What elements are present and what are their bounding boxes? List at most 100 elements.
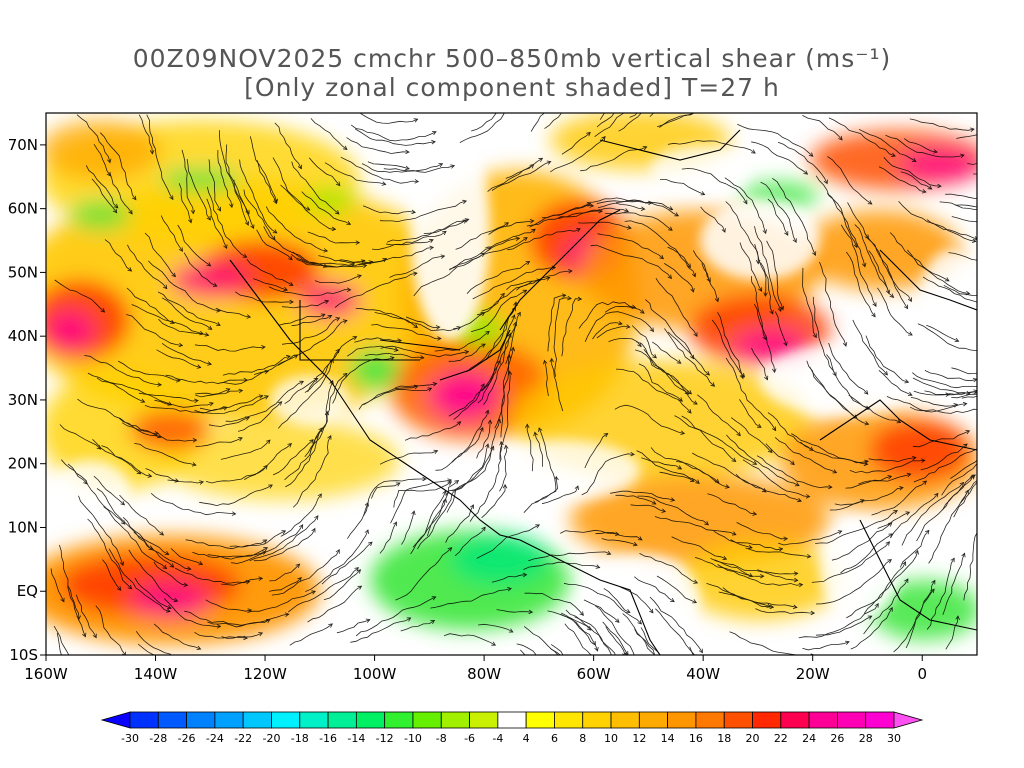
streamline (380, 345, 469, 358)
streamline-arrow (837, 530, 843, 535)
streamline-arrow (169, 195, 174, 201)
streamline-arrow (368, 541, 373, 547)
streamline (584, 311, 654, 342)
streamline-arrow (535, 524, 541, 529)
streamline (640, 627, 661, 655)
streamline-arrow (994, 382, 998, 386)
streamline-arrow (549, 357, 554, 363)
colorbar-max-arrow (893, 711, 924, 729)
streamline (243, 189, 276, 241)
streamline-arrow (924, 529, 930, 535)
streamline (148, 260, 221, 312)
streamline-arrow (931, 579, 936, 585)
streamline (928, 490, 969, 564)
streamline-arrow (978, 350, 982, 354)
streamline (710, 557, 798, 575)
lat-tick-label: 10S (9, 646, 38, 664)
streamline (310, 118, 348, 150)
streamline (185, 539, 267, 550)
streamline (809, 366, 869, 425)
streamline-arrow (346, 287, 352, 293)
streamline-arrow (568, 703, 572, 707)
lat-tick-label: 10N (8, 518, 38, 536)
streamline (307, 231, 360, 244)
streamline (178, 183, 192, 223)
streamline-arrow (867, 615, 873, 620)
streamline (643, 348, 692, 395)
streamline-arrow (674, 212, 680, 217)
streamline (631, 325, 657, 359)
colorbar-swatch (638, 711, 669, 729)
streamline (967, 162, 977, 165)
streamline-arrow (625, 608, 631, 613)
streamline (194, 631, 248, 639)
streamline (206, 186, 247, 258)
streamline-arrow (178, 247, 183, 252)
streamline (234, 291, 294, 303)
streamline-arrow (1021, 119, 1024, 123)
streamline-arrow (603, 433, 609, 438)
colorbar-label: 8 (579, 732, 586, 745)
streamline (963, 532, 977, 601)
colorbar-swatch (440, 711, 470, 729)
streamline-arrow (1018, 213, 1022, 217)
streamline (405, 316, 440, 329)
streamline (951, 393, 977, 399)
streamline (730, 417, 773, 453)
streamline (466, 261, 530, 294)
streamline-arrow (327, 434, 332, 440)
streamline-arrow (462, 219, 468, 224)
lon-tick-label: 100W (353, 665, 397, 683)
streamline-arrow (615, 618, 620, 623)
streamline-arrow (281, 530, 287, 535)
streamline-arrow (561, 293, 567, 298)
streamline (389, 255, 445, 278)
streamline-arrow (394, 347, 399, 352)
colorbar-swatch (384, 711, 414, 729)
streamline-arrow (687, 92, 691, 96)
streamline (93, 475, 125, 506)
streamline-arrow (861, 262, 867, 268)
colorbar-label: -24 (206, 732, 224, 745)
streamline (390, 481, 452, 524)
streamline (620, 586, 654, 614)
streamline (815, 510, 898, 544)
streamline (523, 476, 559, 513)
streamline (307, 585, 362, 623)
streamline (284, 378, 318, 405)
streamline-arrow (579, 611, 584, 616)
streamline-arrow (207, 361, 213, 366)
streamline-arrow (529, 163, 535, 169)
streamline-arrow (212, 282, 218, 287)
streamline (205, 465, 268, 484)
streamline-arrow (357, 585, 363, 590)
colorbar-swatch (695, 711, 725, 729)
streamline (523, 561, 600, 570)
streamline-arrow (690, 288, 695, 293)
streamline-arrow (335, 548, 340, 554)
streamline-arrow (805, 494, 811, 499)
streamline-arrow (594, 646, 599, 652)
streamline (158, 318, 209, 336)
streamline-arrow (762, 335, 767, 341)
streamline-arrow (997, 457, 1001, 461)
streamline-arrow (642, 146, 648, 151)
streamline (469, 441, 503, 522)
streamline (195, 437, 243, 447)
streamline (323, 569, 361, 601)
colorbar-swatch (554, 711, 584, 729)
streamline (912, 372, 977, 389)
streamline (846, 561, 906, 619)
streamline (826, 193, 866, 267)
colorbar-swatch (469, 711, 499, 729)
streamline-arrow (368, 260, 374, 265)
streamline-arrow (469, 504, 474, 509)
streamline-arrow (533, 431, 538, 437)
colorbar-label: 20 (746, 732, 760, 745)
streamline-arrow (431, 139, 436, 145)
streamline (725, 357, 777, 431)
streamline (615, 494, 656, 505)
streamline (304, 380, 334, 458)
colorbar-min-arrow (100, 711, 131, 729)
streamline (618, 113, 642, 132)
